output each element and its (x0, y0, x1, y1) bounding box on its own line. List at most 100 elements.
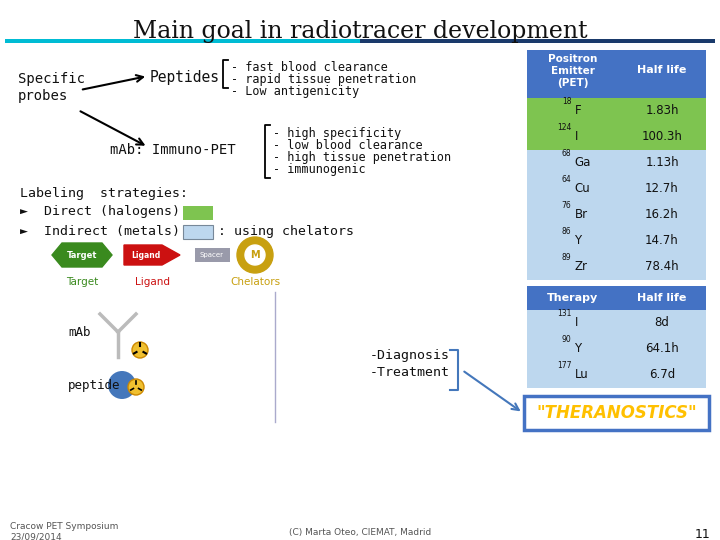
Text: mAb: mAb (68, 326, 91, 339)
Text: Lu: Lu (575, 368, 588, 381)
Text: 68: 68 (562, 149, 572, 158)
Circle shape (128, 379, 144, 395)
Bar (618, 254, 706, 280)
Text: - fast blood clearance: - fast blood clearance (231, 61, 388, 74)
Text: Cracow PET Symposium
23/09/2014: Cracow PET Symposium 23/09/2014 (10, 522, 118, 540)
Text: Half life: Half life (637, 293, 687, 303)
Text: 90: 90 (562, 335, 572, 344)
Bar (527, 150, 618, 176)
Text: Spacer: Spacer (200, 252, 224, 258)
Text: Labeling  strategies:: Labeling strategies: (20, 187, 188, 200)
Bar (527, 176, 618, 202)
Text: Y: Y (575, 342, 582, 355)
Text: Emitter: Emitter (551, 66, 595, 76)
Bar (527, 228, 618, 254)
Text: - high specificity: - high specificity (273, 127, 401, 140)
Circle shape (245, 245, 265, 265)
Bar (527, 336, 618, 362)
Text: 11: 11 (694, 528, 710, 540)
Text: 16.2h: 16.2h (645, 208, 679, 221)
Circle shape (237, 237, 273, 273)
Text: Peptides: Peptides (150, 70, 220, 85)
Text: : using chelators: : using chelators (218, 225, 354, 238)
Text: - Low antigenicity: - Low antigenicity (231, 85, 359, 98)
Bar (618, 336, 706, 362)
Text: 89: 89 (562, 253, 572, 262)
Text: 86: 86 (562, 227, 572, 236)
Text: 12.7h: 12.7h (645, 183, 679, 195)
Text: Chelators: Chelators (230, 277, 280, 287)
Circle shape (132, 342, 148, 358)
Text: 124: 124 (557, 123, 572, 132)
Bar (618, 176, 706, 202)
Text: Positron: Positron (548, 54, 597, 64)
Text: (PET): (PET) (557, 78, 588, 88)
Text: - high tissue penetration: - high tissue penetration (273, 151, 451, 164)
Text: peptide: peptide (68, 379, 120, 392)
Text: Ligand: Ligand (131, 251, 161, 260)
Text: -Treatment: -Treatment (370, 367, 450, 380)
Text: 6.7d: 6.7d (649, 368, 675, 381)
Bar (618, 150, 706, 176)
Circle shape (108, 371, 136, 399)
Bar (527, 254, 618, 280)
Text: -Diagnosis: -Diagnosis (370, 348, 450, 361)
Bar (527, 124, 618, 150)
Bar (527, 362, 618, 388)
Bar (618, 202, 706, 228)
Bar (618, 310, 706, 336)
Text: 18: 18 (562, 97, 572, 106)
Bar (527, 50, 618, 98)
Bar (527, 310, 618, 336)
Text: Half life: Half life (637, 65, 687, 75)
Text: Ligand: Ligand (135, 277, 169, 287)
Text: mAb: Immuno-PET: mAb: Immuno-PET (110, 143, 235, 157)
Text: M: M (250, 250, 260, 260)
Text: 14.7h: 14.7h (645, 234, 679, 247)
Text: Therapy: Therapy (547, 293, 598, 303)
Text: 78.4h: 78.4h (645, 260, 679, 273)
Text: 64.1h: 64.1h (645, 342, 679, 355)
Text: 1.83h: 1.83h (645, 105, 679, 118)
Text: Ga: Ga (575, 157, 591, 170)
Bar (618, 362, 706, 388)
Polygon shape (52, 243, 112, 267)
Text: Cu: Cu (575, 183, 590, 195)
Text: Target: Target (67, 251, 97, 260)
Text: ►  Indirect (metals): ► Indirect (metals) (20, 225, 180, 238)
Bar (618, 228, 706, 254)
Text: Main goal in radiotracer development: Main goal in radiotracer development (132, 20, 588, 43)
Text: 100.3h: 100.3h (642, 131, 683, 144)
Bar (618, 286, 706, 310)
Text: (C) Marta Oteo, CIEMAT, Madrid: (C) Marta Oteo, CIEMAT, Madrid (289, 528, 431, 537)
Text: 76: 76 (562, 201, 572, 210)
Text: ►  Direct (halogens): ► Direct (halogens) (20, 205, 180, 218)
Text: 8d: 8d (654, 316, 670, 329)
Bar (527, 202, 618, 228)
Text: - immunogenic: - immunogenic (273, 163, 366, 176)
Text: Target: Target (66, 277, 98, 287)
Text: Y: Y (575, 234, 582, 247)
Text: "THERANOSTICS": "THERANOSTICS" (536, 404, 697, 422)
Text: F: F (575, 105, 581, 118)
Text: 64: 64 (562, 175, 572, 184)
Bar (618, 50, 706, 98)
Bar (195, 248, 230, 262)
Bar (183, 206, 213, 220)
Text: Specific
probes: Specific probes (18, 72, 85, 103)
Polygon shape (124, 245, 180, 265)
Text: I: I (575, 316, 578, 329)
FancyBboxPatch shape (524, 396, 709, 430)
Text: 1.13h: 1.13h (645, 157, 679, 170)
Text: - rapid tissue penetration: - rapid tissue penetration (231, 73, 416, 86)
Text: 177: 177 (557, 361, 572, 370)
Bar (527, 286, 618, 310)
Text: I: I (575, 131, 578, 144)
Bar (183, 225, 213, 239)
Bar (618, 124, 706, 150)
Text: - low blood clearance: - low blood clearance (273, 139, 423, 152)
Bar (618, 98, 706, 124)
Text: Zr: Zr (575, 260, 588, 273)
Bar (360, 39, 715, 43)
Text: 131: 131 (557, 309, 572, 318)
